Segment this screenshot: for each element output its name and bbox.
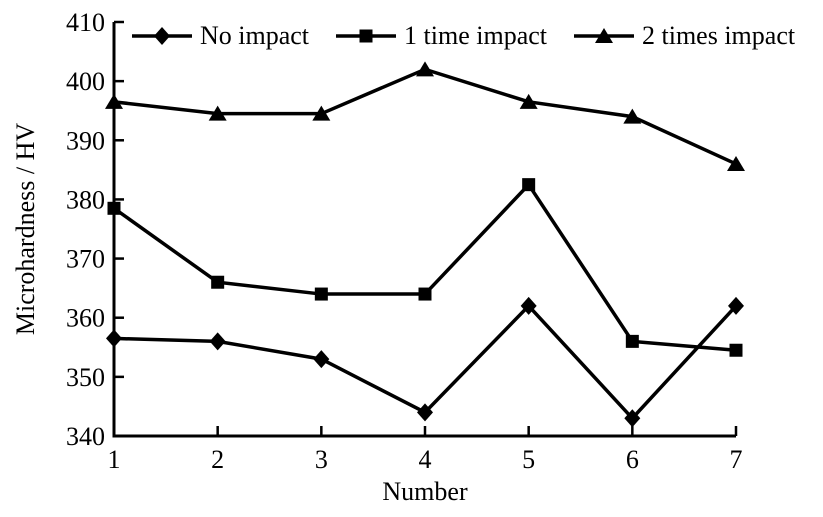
y-tick-label: 400	[66, 67, 105, 96]
legend-key-1-time-impact	[336, 29, 397, 43]
triangle-marker-icon	[312, 105, 331, 121]
x-axis-title: Number	[382, 477, 468, 506]
diamond-marker-icon	[624, 409, 641, 428]
diamond-marker-icon	[313, 350, 330, 369]
diamond-marker-icon	[417, 403, 433, 422]
series-no-impact	[106, 296, 744, 428]
square-marker-icon	[211, 275, 225, 289]
legend-label-1-time-impact: 1 time impact	[404, 21, 547, 50]
triangle-marker-icon	[208, 105, 227, 121]
x-tick-label: 6	[626, 445, 639, 474]
y-tick-label: 340	[66, 422, 105, 451]
square-marker-icon	[522, 178, 536, 192]
y-tick-label: 360	[66, 304, 105, 333]
x-tick-label: 5	[522, 445, 535, 474]
series-line-2-times-impact	[113, 67, 737, 166]
triangle-marker-icon	[519, 93, 538, 109]
x-tick-label: 1	[108, 445, 121, 474]
x-tick-label: 4	[419, 445, 432, 474]
legend-key-2-times-impact	[574, 28, 634, 43]
legend-item-2-times-impact: 2 times impact	[573, 21, 795, 51]
diamond-marker-icon	[520, 296, 537, 315]
y-tick-label: 380	[66, 185, 105, 214]
y-tick-label: 390	[66, 126, 105, 155]
series-line-no-impact	[113, 303, 738, 421]
y-tick-label: 350	[66, 363, 105, 392]
square-marker-icon	[729, 343, 743, 357]
y-tick-label: 370	[66, 245, 105, 274]
x-tick-label: 7	[730, 445, 743, 474]
legend-key-no-impact	[132, 27, 192, 45]
square-marker-icon	[107, 201, 121, 215]
diamond-marker-icon	[154, 27, 170, 45]
y-axis-title: Microhardness / HV	[11, 122, 40, 336]
triangle-marker-icon	[623, 108, 642, 124]
triangle-marker-icon	[416, 61, 434, 77]
series-2-times-impact	[105, 61, 745, 171]
legend-item-1-time-impact: 1 time impact	[335, 21, 547, 51]
legend-label-no-impact: No impact	[200, 21, 310, 50]
axes: 340 350 360 370 380 390 400 410 1 2 3 4 5 6 7	[66, 8, 743, 474]
triangle-marker-icon	[595, 28, 613, 43]
legend: No impact 1 time impact 2 times impact	[131, 21, 795, 51]
square-marker-icon	[314, 287, 328, 301]
legend-item-no-impact: No impact	[131, 21, 309, 51]
triangle-marker-icon	[727, 155, 745, 171]
square-marker-icon	[625, 334, 639, 348]
diamond-marker-icon	[728, 296, 744, 315]
square-marker-icon	[359, 29, 373, 43]
square-marker-icon	[418, 287, 432, 301]
x-tick-label: 2	[211, 445, 224, 474]
legend-label-2-times-impact: 2 times impact	[642, 21, 796, 50]
diamond-marker-icon	[209, 332, 226, 351]
series-line-1-time-impact	[112, 181, 737, 352]
y-tick-label: 410	[66, 8, 105, 37]
triangle-marker-icon	[105, 93, 123, 109]
series-1-time-impact	[107, 178, 743, 357]
x-tick-label: 3	[315, 445, 328, 474]
diamond-marker-icon	[106, 329, 122, 348]
